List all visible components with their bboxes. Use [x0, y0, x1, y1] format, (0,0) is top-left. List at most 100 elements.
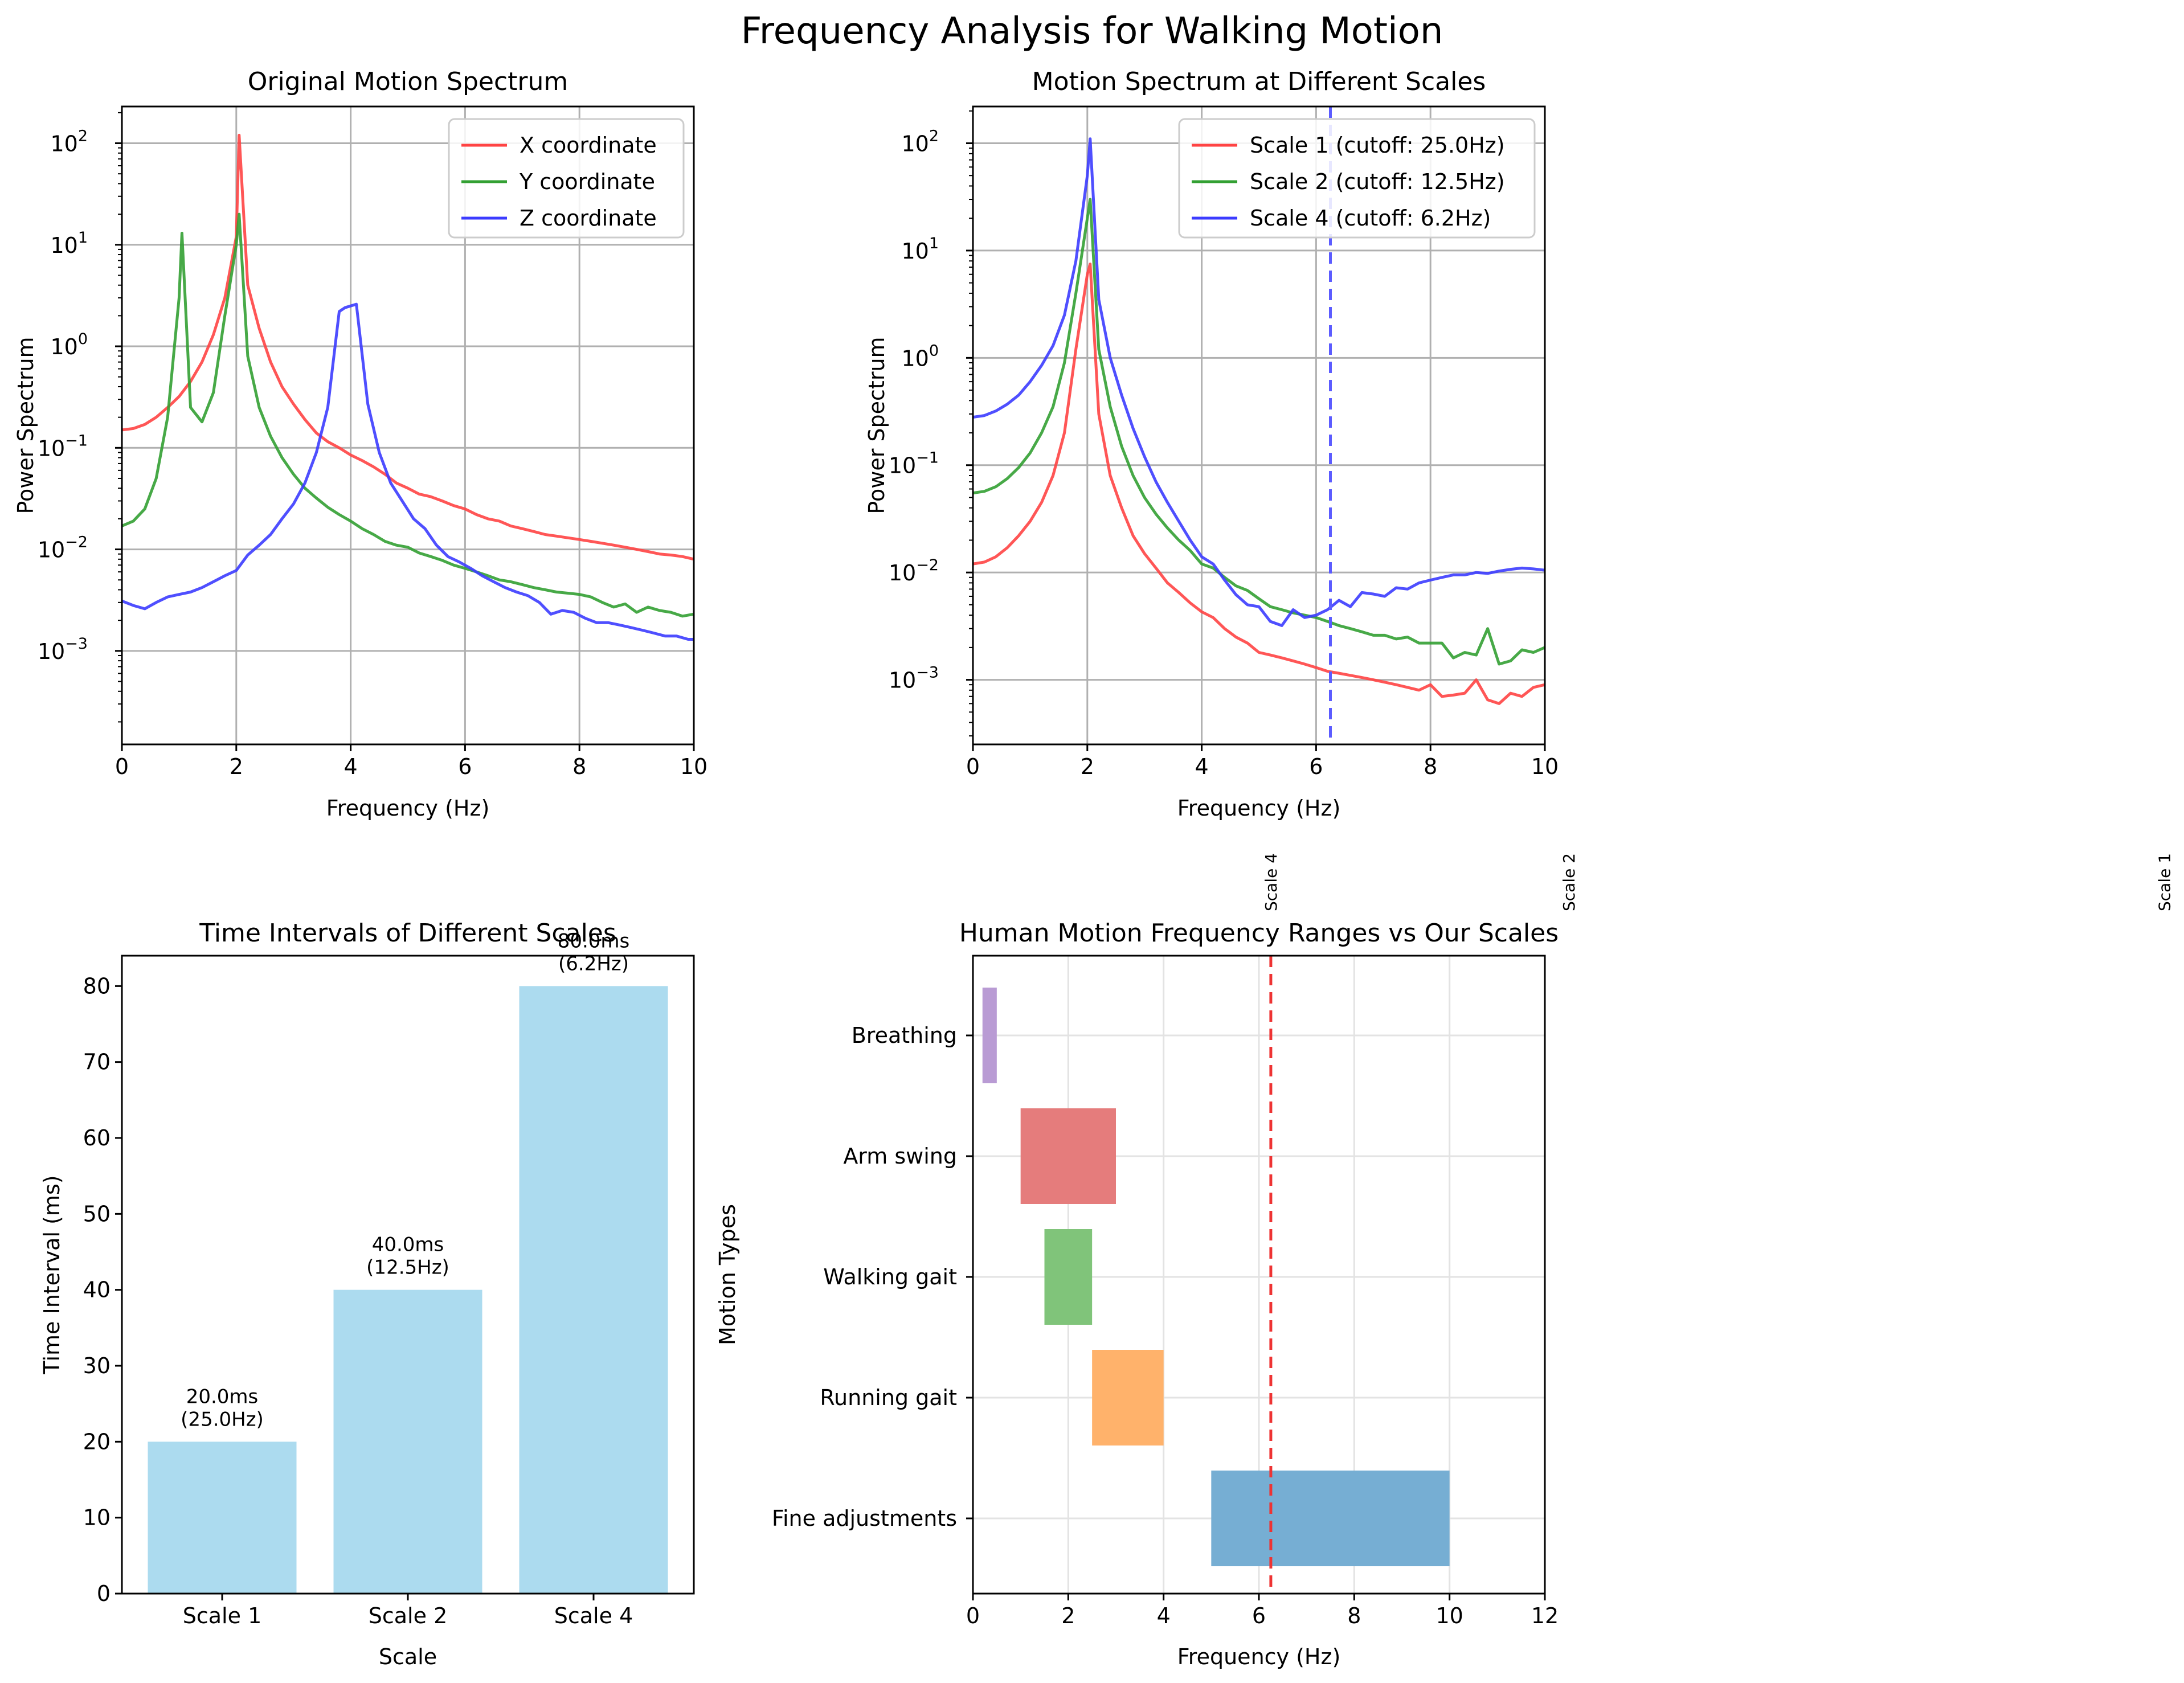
range-bars	[982, 988, 1450, 1566]
y-tick-exponent: −1	[916, 449, 939, 467]
x-tick-label: 0	[115, 754, 129, 779]
y-axis-label: Power Spectrum	[864, 337, 889, 514]
legend: X coordinate Y coordinate Z coordinate	[448, 118, 685, 239]
y-tick-base: 10	[50, 131, 77, 156]
y-tick-label: 50	[83, 1201, 111, 1226]
x-axis-label: Frequency (Hz)	[326, 796, 490, 821]
y-tick-base: 10	[50, 233, 77, 258]
y-tick-label: 100	[50, 330, 88, 359]
x-tick-label: 8	[1424, 754, 1437, 779]
legend-label: Scale 2 (cutoff: 12.5Hz)	[1250, 169, 1505, 194]
x-tick-label: 2	[1061, 1603, 1075, 1628]
x-tick-label: 10	[1435, 1603, 1463, 1628]
scale-marker-label: Scale 4	[1262, 853, 1281, 911]
y-tick-base: 10	[38, 436, 65, 461]
y-axis-label: Power Spectrum	[13, 337, 38, 514]
y-tick-exponent: 0	[929, 342, 939, 359]
bar-value-label: 80.0ms	[558, 929, 630, 952]
series-line-3	[973, 137, 1545, 627]
x-ticks: Scale 1 Scale 2 Scale 4	[183, 1594, 633, 1628]
x-ticks: 0 2 4 6 8 10	[115, 744, 707, 779]
range-bar	[982, 988, 997, 1083]
y-ticks: 0 10 20 30 40 50 60 70 80	[83, 973, 122, 1606]
y-tick-base: 10	[901, 346, 929, 371]
y-ticks: Breathing Arm swing Walking gait Running ga…	[772, 1023, 973, 1531]
bar	[519, 986, 668, 1594]
x-tick-label: 6	[1252, 1603, 1266, 1628]
scale-markers: Scale 4 Scale 2 Scale 1	[1262, 853, 2174, 911]
plot-frame	[121, 105, 695, 746]
x-axis-label: Frequency (Hz)	[1177, 796, 1341, 821]
legend-label: Scale 4 (cutoff: 6.2Hz)	[1250, 206, 1491, 231]
series-lines	[973, 137, 1545, 705]
chart-title: Motion Spectrum at Different Scales	[1032, 67, 1486, 96]
y-tick-label: 70	[83, 1050, 111, 1075]
x-tick-label: 6	[458, 754, 472, 779]
x-tick-label: 8	[572, 754, 586, 779]
y-tick-label: 10−2	[38, 534, 88, 563]
chart-title: Human Motion Frequency Ranges vs Our Sca…	[959, 919, 1559, 948]
y-tick-base: 10	[50, 334, 77, 359]
y-tick-label: 80	[83, 973, 111, 998]
legend-label: Y coordinate	[519, 169, 655, 194]
y-tick-label: 101	[901, 235, 939, 264]
y-tick-exponent: −2	[916, 556, 939, 574]
y-tick-base: 10	[901, 239, 929, 264]
legend-box	[1178, 118, 1536, 239]
panel-original-spectrum: Original Motion Spectrum 0 2 4 6 8 10 10−310−…	[13, 67, 707, 821]
legend-box	[448, 118, 685, 239]
y-tick-label: 20	[83, 1429, 111, 1454]
y-tick-label: 10	[83, 1505, 111, 1530]
y-tick-label: Breathing	[852, 1023, 957, 1048]
x-tick-label: 0	[966, 1603, 980, 1628]
y-tick-exponent: 2	[78, 127, 88, 145]
bar-value-label: 40.0ms	[372, 1234, 444, 1256]
scale-marker-label: Scale 1	[2156, 853, 2174, 911]
y-tick-exponent: 1	[929, 235, 939, 252]
bar-value-label: 20.0ms	[186, 1385, 259, 1408]
bar-frequency-label: (12.5Hz)	[366, 1256, 449, 1279]
y-tick-label: 40	[83, 1277, 111, 1303]
panel-scale-spectrum: Motion Spectrum at Different Scales 0 2 4 6…	[864, 67, 1559, 821]
bar-frequency-label: (25.0Hz)	[181, 1408, 264, 1431]
y-tick-base: 10	[901, 132, 929, 157]
legend-label: Z coordinate	[520, 206, 657, 231]
y-tick-label: 10−3	[38, 635, 88, 664]
panel-motion-ranges: Human Motion Frequency Ranges vs Our Sca…	[715, 853, 2174, 1669]
legend: Scale 1 (cutoff: 25.0Hz) Scale 2 (cutoff:…	[1178, 118, 1536, 239]
y-tick-label: 101	[50, 229, 88, 258]
x-tick-label: Scale 4	[554, 1603, 633, 1628]
x-tick-label: 8	[1347, 1603, 1361, 1628]
series-lines	[122, 133, 694, 641]
series-line-1	[122, 133, 694, 561]
panel-time-intervals: Time Intervals of Different Scales 20.0m…	[39, 919, 695, 1669]
range-bar	[1020, 1108, 1116, 1204]
y-tick-label: 10−1	[889, 449, 939, 478]
x-tick-label: 12	[1531, 1603, 1559, 1628]
range-bar	[1092, 1350, 1164, 1446]
x-ticks: 0 2 4 6 8 10	[966, 744, 1559, 779]
series-line-2	[973, 198, 1545, 666]
x-tick-label: 4	[344, 754, 358, 779]
y-axis-label: Motion Types	[715, 1204, 740, 1345]
y-tick-base: 10	[889, 453, 916, 478]
y-tick-label: Fine adjustments	[772, 1506, 957, 1531]
x-axis-label: Scale	[379, 1644, 437, 1669]
x-tick-label: 4	[1157, 1603, 1171, 1628]
x-tick-label: 4	[1195, 754, 1209, 779]
plot-frame	[972, 105, 1546, 746]
x-tick-label: 10	[680, 754, 707, 779]
y-tick-label: Running gait	[820, 1385, 957, 1410]
y-tick-exponent: 1	[78, 229, 88, 247]
y-tick-exponent: −2	[65, 534, 88, 551]
y-tick-exponent: −3	[65, 635, 88, 653]
y-tick-exponent: −3	[916, 664, 939, 682]
x-ticks: 0 2 4 6 8 10 12	[966, 1594, 1559, 1628]
x-tick-label: 2	[230, 754, 243, 779]
x-tick-label: Scale 1	[183, 1603, 262, 1628]
x-tick-label: 6	[1309, 754, 1323, 779]
range-bar	[1044, 1229, 1093, 1325]
